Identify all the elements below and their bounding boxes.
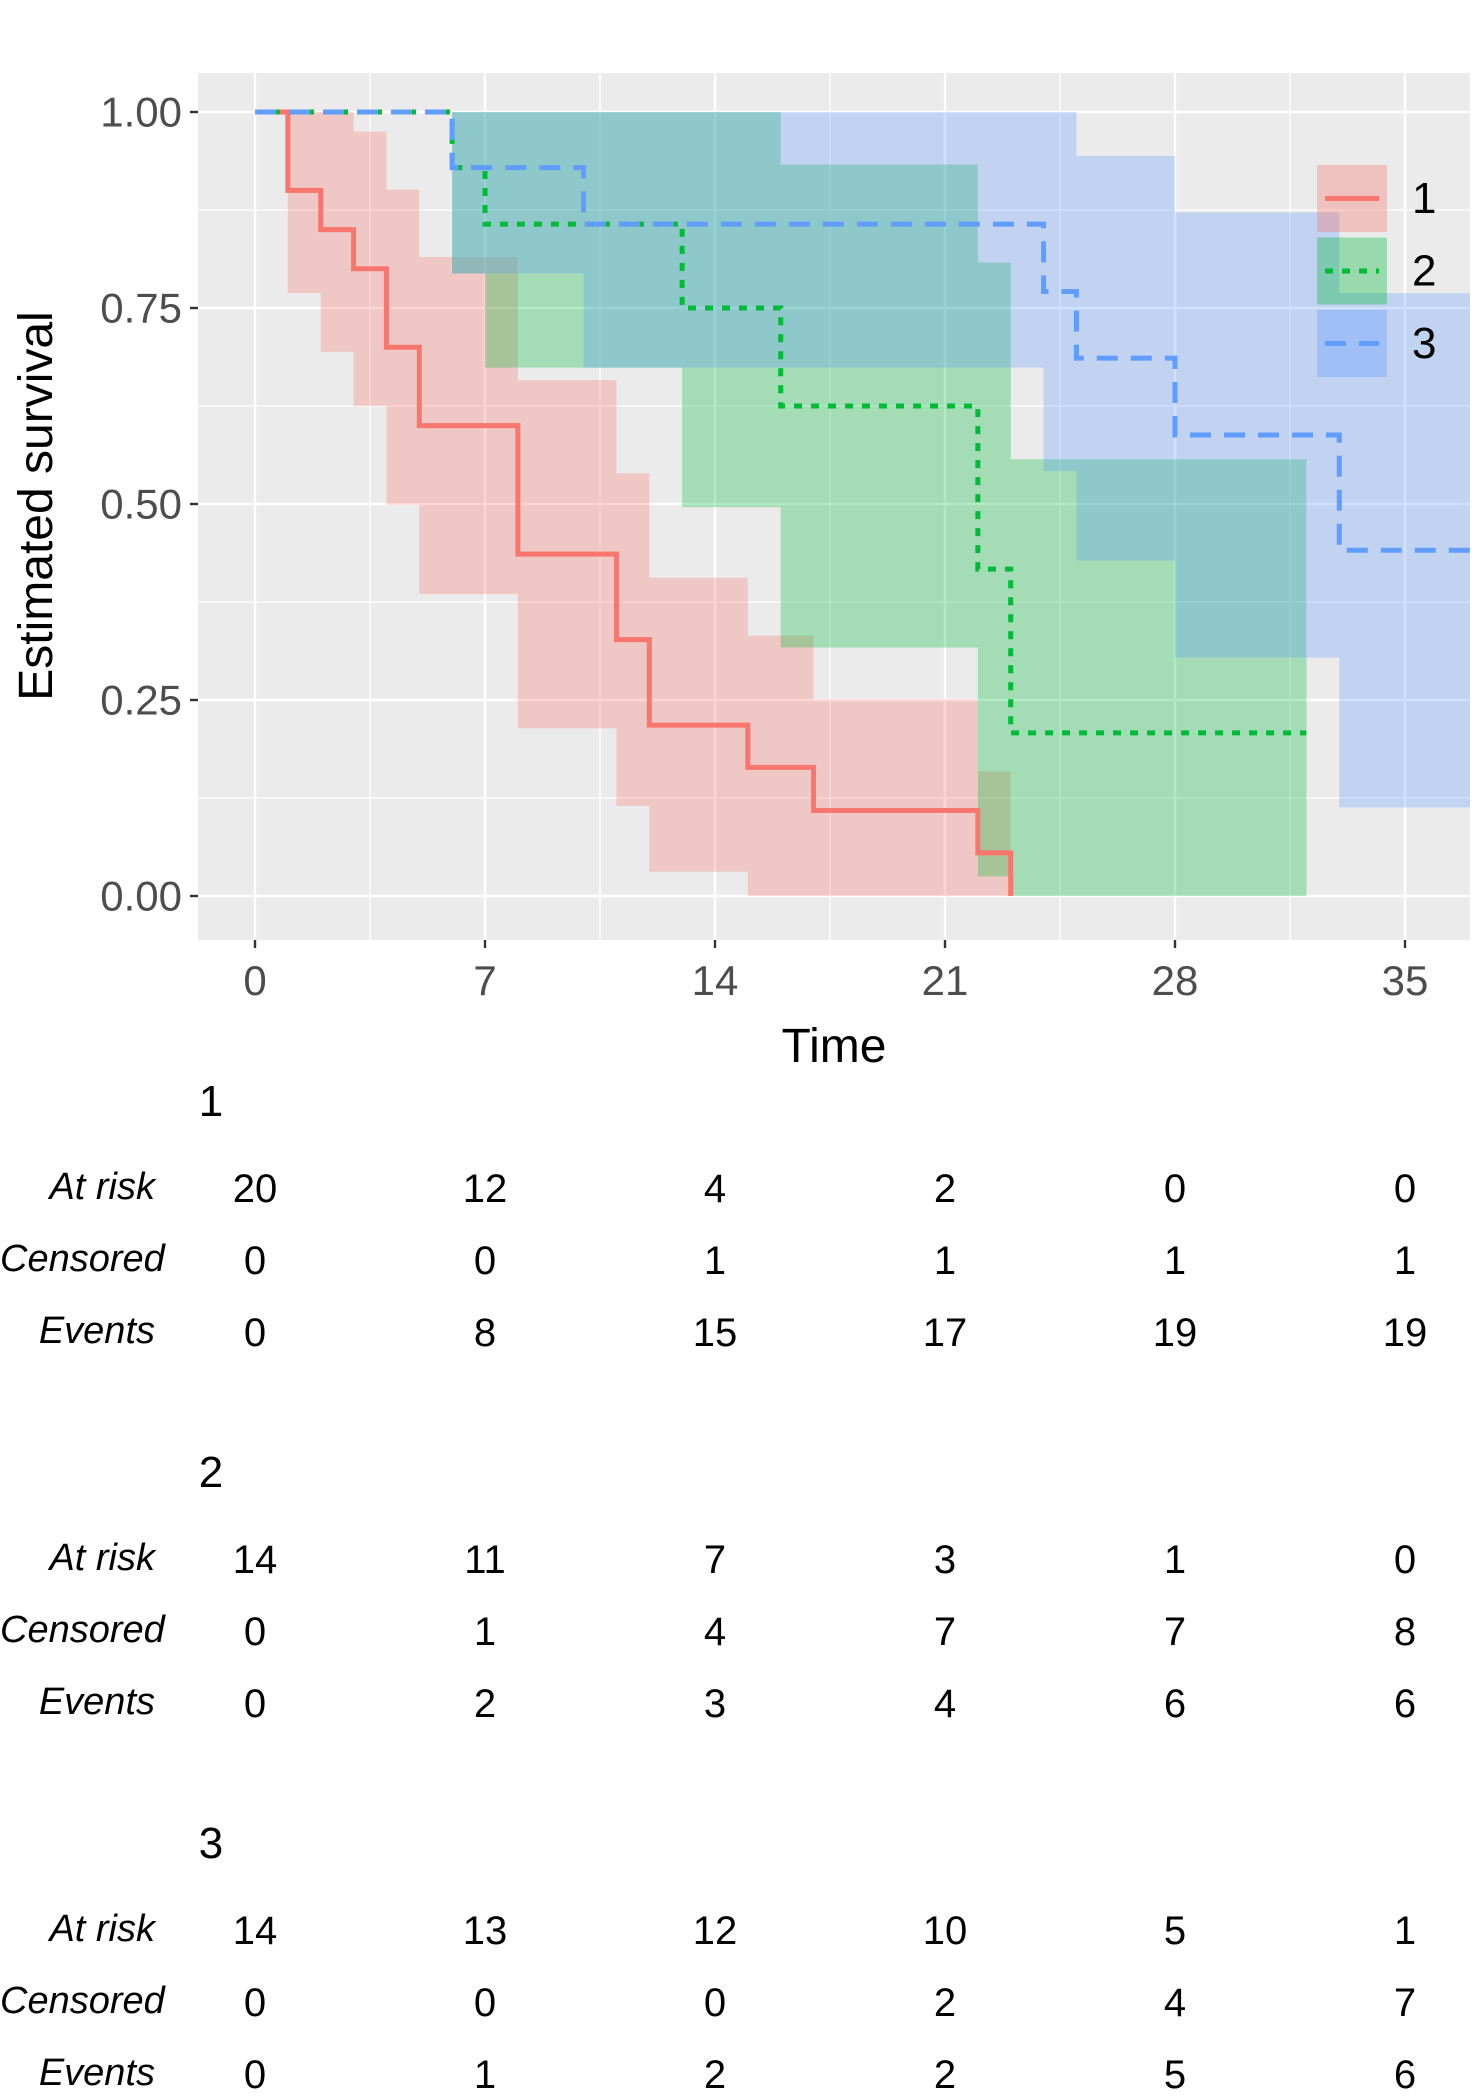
risk-table-row-label: At risk xyxy=(49,1908,155,1950)
risk-table-cell: 2 xyxy=(933,1981,957,2025)
risk-table-cell: 0 xyxy=(1163,1167,1187,1211)
x-tick-label: 28 xyxy=(1152,957,1199,1004)
panel-background xyxy=(198,73,1470,940)
y-tick-label: 0.75 xyxy=(100,285,182,332)
risk-table-cell: 6 xyxy=(1393,1682,1417,1726)
risk-table-cell: 7 xyxy=(1163,1610,1187,1654)
risk-table-group-header-3: 3 xyxy=(198,1819,224,1868)
risk-table-cell: 0 xyxy=(1393,1167,1417,1211)
ci-ribbon-2 xyxy=(452,112,1307,896)
x-tick-label: 14 xyxy=(692,957,739,1004)
risk-table-cell: 7 xyxy=(1393,1981,1417,2025)
risk-table-cell: 0 xyxy=(473,1239,497,1283)
risk-table-cell: 0 xyxy=(243,1682,267,1726)
risk-table-cell: 17 xyxy=(922,1311,968,1355)
x-tick-label: 21 xyxy=(922,957,969,1004)
survival-step-line-1 xyxy=(255,109,1014,896)
ci-ribbon-3 xyxy=(452,112,1470,808)
risk-table-cell: 5 xyxy=(1163,2053,1187,2097)
risk-table-cell: 4 xyxy=(703,1167,727,1211)
risk-table-cell: 1 xyxy=(473,2053,497,2097)
risk-table-cell: 12 xyxy=(462,1167,508,1211)
risk-table-cell: 0 xyxy=(473,1981,497,2025)
axis-ticks xyxy=(190,110,1407,948)
risk-table-cell: 13 xyxy=(462,1909,508,1953)
risk-table-cell: 7 xyxy=(703,1538,727,1582)
risk-table-row-label: Events xyxy=(38,1681,155,1723)
risk-table-group-header-2: 2 xyxy=(198,1448,224,1497)
risk-table-cell: 6 xyxy=(1393,2053,1417,2097)
risk-table-cell: 2 xyxy=(933,2053,957,2097)
risk-table-row-label: Censored xyxy=(0,1609,165,1651)
risk-table-cell: 4 xyxy=(933,1682,957,1726)
risk-table-row-label: At risk xyxy=(49,1166,155,1208)
survival-step-line-3 xyxy=(255,109,1470,553)
legend-label-2: 2 xyxy=(1412,247,1436,296)
legend-label-3: 3 xyxy=(1412,319,1436,368)
y-tick-label: 1.00 xyxy=(100,89,182,136)
risk-table-cell: 0 xyxy=(243,2053,267,2097)
risk-table-cell: 8 xyxy=(1393,1610,1417,1654)
risk-table-row-label: Censored xyxy=(0,1238,165,1280)
risk-table-cell: 14 xyxy=(232,1538,278,1582)
risk-table-cell: 1 xyxy=(1393,1909,1417,1953)
y-axis-title: Estimated survival xyxy=(10,311,63,700)
risk-table-cell: 20 xyxy=(232,1167,278,1211)
survival-plot: 0 7 14 21 28 35 1.00 0.75 0.50 0.25 0.00 1 2 3 Time E… xyxy=(10,73,1470,1073)
risk-table-cell: 19 xyxy=(1152,1311,1198,1355)
legend: 1 2 3 xyxy=(1317,165,1436,377)
risk-table-row-label: Censored xyxy=(0,1980,165,2022)
risk-table-cell: 1 xyxy=(703,1239,727,1283)
risk-table-cell: 2 xyxy=(933,1167,957,1211)
risk-table-cell: 1 xyxy=(1393,1239,1417,1283)
risk-table-row-label: Events xyxy=(38,2052,155,2094)
risk-table-cell: 8 xyxy=(473,1311,497,1355)
risk-table-cell: 5 xyxy=(1163,1909,1187,1953)
risk-table-cell: 14 xyxy=(232,1909,278,1953)
risk-table-cell: 4 xyxy=(703,1610,727,1654)
grid-minor xyxy=(198,73,1470,940)
plot-panel: 0 7 14 21 28 35 1.00 0.75 0.50 0.25 0.00 1 2 3 xyxy=(100,73,1470,1004)
risk-table-cell: 1 xyxy=(473,1610,497,1654)
risk-table-cell: 1 xyxy=(933,1239,957,1283)
risk-table-cell: 0 xyxy=(243,1610,267,1654)
x-tick-label: 35 xyxy=(1382,957,1429,1004)
risk-table-cell: 19 xyxy=(1382,1311,1428,1355)
risk-table-cell: 7 xyxy=(933,1610,957,1654)
plot-area xyxy=(255,109,1470,896)
risk-table-row-label: At risk xyxy=(49,1537,155,1579)
risk-table-cell: 1 xyxy=(1163,1538,1187,1582)
x-axis-title: Time xyxy=(782,1020,887,1073)
risk-table-cell: 2 xyxy=(473,1682,497,1726)
risk-table-cell: 2 xyxy=(703,2053,727,2097)
risk-table-cell: 4 xyxy=(1163,1981,1187,2025)
y-tick-label: 0.00 xyxy=(100,873,182,920)
risk-table-cell: 0 xyxy=(1393,1538,1417,1582)
risk-table-cell: 1 xyxy=(1163,1239,1187,1283)
risk-table-cell: 15 xyxy=(692,1311,738,1355)
risk-table-cell: 6 xyxy=(1163,1682,1187,1726)
risk-table-cell: 12 xyxy=(692,1909,738,1953)
risk-table-cell: 0 xyxy=(703,1981,727,2025)
risk-table-cell: 0 xyxy=(243,1239,267,1283)
risk-table-cell: 0 xyxy=(243,1981,267,2025)
risk-table-cell: 10 xyxy=(922,1909,968,1953)
x-tick-label: 0 xyxy=(243,957,266,1004)
y-tick-label: 0.25 xyxy=(100,677,182,724)
risk-table-cell: 3 xyxy=(933,1538,957,1582)
ci-ribbon-1 xyxy=(287,112,1011,896)
legend-label-1: 1 xyxy=(1412,174,1436,223)
risk-table-cell: 11 xyxy=(464,1538,506,1582)
risk-table-group-header-1: 1 xyxy=(198,1077,224,1126)
x-tick-label: 7 xyxy=(473,957,496,1004)
risk-table-cell: 0 xyxy=(243,1311,267,1355)
risk-table-row-label: Events xyxy=(38,1310,155,1352)
risk-table-cell: 3 xyxy=(703,1682,727,1726)
y-tick-label: 0.50 xyxy=(100,481,182,528)
